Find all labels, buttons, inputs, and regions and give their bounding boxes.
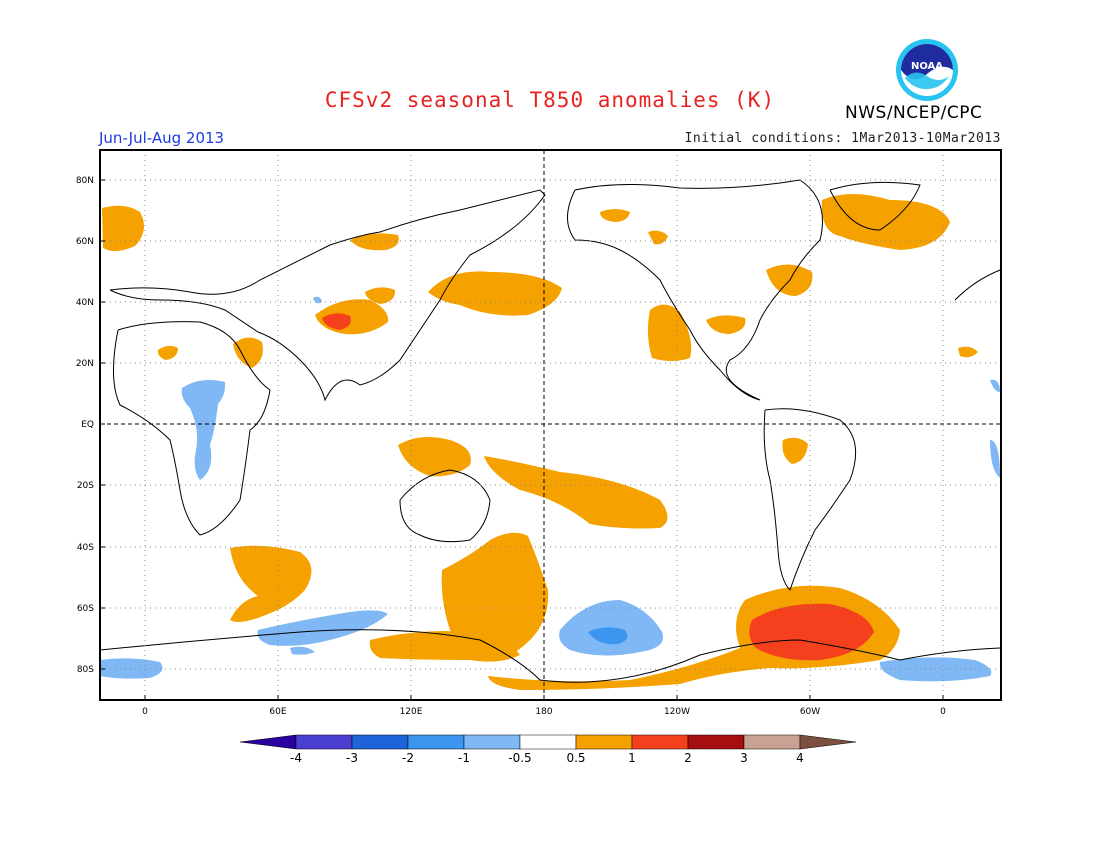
lon-label: 60E [269, 707, 286, 717]
colorbar-segment [295, 734, 353, 750]
colorbar-label: 0.5 [566, 751, 585, 765]
anomaly-region [428, 271, 562, 316]
anomaly-region [647, 304, 692, 361]
colorbar-label: 2 [684, 751, 692, 765]
lon-label: 0 [940, 707, 946, 717]
colorbar-labels: -4 -3 -2 -1 -0.5 0.5 1 2 3 4 [290, 751, 804, 765]
chart-title: CFSv2 seasonal T850 anomalies (K) [324, 88, 776, 112]
season-label: Jun-Jul-Aug 2013 [99, 129, 225, 147]
anomaly-region [350, 233, 399, 251]
anomaly-region [230, 545, 312, 622]
colorbar-segment [575, 734, 633, 750]
anomaly-region [100, 658, 163, 679]
anomaly-region [648, 230, 668, 245]
map-frame [99, 149, 1002, 701]
lat-label: EQ [81, 420, 94, 430]
colorbar-label: 3 [740, 751, 748, 765]
lat-label: 60S [77, 604, 94, 614]
coastline-europe-asia [109, 189, 546, 402]
anomaly-region [398, 436, 471, 477]
org-label: NWS/NCEP/CPC [845, 103, 983, 123]
anomaly-region [257, 610, 388, 646]
colorbar-label: -2 [402, 751, 414, 765]
anomaly-region [157, 345, 178, 360]
anomaly-region [102, 205, 144, 252]
lat-label: 40N [76, 298, 94, 308]
anomaly-fields [100, 179, 1001, 690]
lon-label: 60W [800, 707, 820, 717]
lat-label: 20S [77, 481, 94, 491]
colorbar-label: -3 [346, 751, 358, 765]
strong-negative-anomaly-shading [588, 627, 628, 645]
colorbar-label: -1 [458, 751, 470, 765]
anomaly-region [782, 437, 808, 464]
lon-label: 120W [664, 707, 690, 717]
anomaly-region [322, 313, 351, 330]
coastline-europe-west [954, 269, 1001, 301]
colorbar-label: 4 [796, 751, 804, 765]
coastline-africa [112, 321, 271, 536]
lat-label: 80S [77, 665, 94, 675]
strong-positive-anomaly-shading [322, 313, 874, 661]
anomaly-region [749, 603, 874, 661]
lat-label: 40S [77, 543, 94, 553]
lon-label: 120E [400, 707, 423, 717]
colorbar-label: 1 [628, 751, 636, 765]
lat-label: 20N [76, 359, 94, 369]
coastline-north-america [567, 179, 823, 401]
anomaly-region [181, 380, 226, 480]
anomaly-region [990, 440, 1000, 478]
anomaly-region [958, 346, 978, 358]
lon-label: 0 [142, 707, 148, 717]
anomaly-region [588, 627, 628, 645]
graticule [100, 150, 1001, 700]
axis-ticks [100, 179, 944, 700]
coastline-greenland [829, 181, 921, 231]
colorbar-segment [687, 734, 745, 750]
colorbar-segment [407, 734, 465, 750]
coastlines [100, 179, 1001, 683]
coastline-australia [399, 469, 491, 543]
anomaly-region [233, 337, 263, 368]
colorbar-segment [519, 734, 577, 750]
anomaly-region [484, 456, 668, 529]
coastline-antarctica [100, 629, 1001, 683]
latitude-labels: 80N 60N 40N 20N EQ 20S 40S 60S 80S [76, 176, 94, 675]
coastline-south-america [763, 408, 857, 591]
anomaly-region [441, 532, 549, 660]
anomaly-region [990, 379, 1000, 392]
colorbar-segment [743, 734, 801, 750]
colorbar-segment [463, 734, 521, 750]
anomaly-region [369, 631, 520, 662]
colorbar-label: -0.5 [508, 751, 531, 765]
logo-text: NOAA [911, 61, 943, 72]
lat-label: 80N [76, 176, 94, 186]
noaa-logo: NOAA [896, 39, 958, 101]
colorbar-high-arrow [799, 734, 857, 750]
colorbar-segment [351, 734, 409, 750]
anomaly-region [365, 287, 396, 304]
lon-label: 180 [535, 707, 552, 717]
colorbar-label: -4 [290, 751, 302, 765]
colorbar-low-arrow [239, 734, 297, 750]
anomaly-region [821, 194, 950, 250]
anomaly-region [600, 209, 630, 222]
colorbar [239, 734, 857, 750]
anomaly-region [290, 646, 315, 655]
anomaly-region [706, 315, 746, 334]
longitude-labels: 0 60E 120E 180 120W 60W 0 [142, 707, 946, 717]
initial-conditions-label: Initial conditions: 1Mar2013-10Mar2013 [684, 131, 1001, 146]
colorbar-segment [631, 734, 689, 750]
lat-label: 60N [76, 237, 94, 247]
